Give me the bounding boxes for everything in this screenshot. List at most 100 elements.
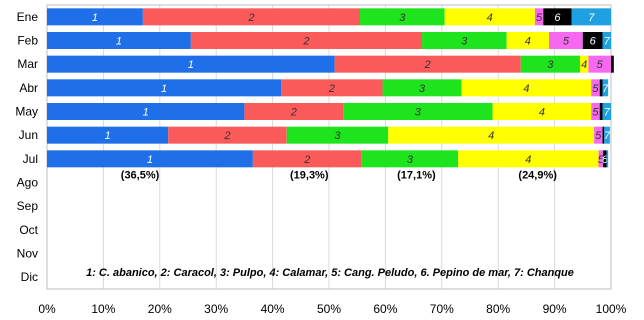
bar-segment-2 — [244, 103, 344, 120]
category-label: Feb — [17, 34, 38, 48]
bar-segment-7 — [606, 150, 609, 168]
bar-segment-5 — [591, 79, 600, 97]
category-label: Mar — [17, 57, 38, 71]
category-label: Dic — [21, 270, 38, 284]
bar-segment-3 — [382, 79, 462, 97]
segment-label: 5 — [598, 154, 605, 166]
bar-segment-4 — [388, 126, 595, 144]
legend-text: 1: C. abanico, 2: Caracol, 3: Pulpo, 4: … — [86, 267, 574, 279]
segment-label: 6 — [602, 154, 609, 166]
segment-label: 4 — [525, 36, 531, 48]
segment-label: 2 — [290, 107, 297, 119]
segment-label: 2 — [223, 130, 230, 142]
x-tick-label: 0% — [38, 302, 56, 316]
x-tick-label: 90% — [543, 302, 567, 316]
segment-label: 4 — [539, 107, 545, 119]
bar-segment-5 — [594, 126, 603, 144]
bar-segment-6 — [599, 79, 603, 97]
segment-label: 5 — [592, 83, 599, 95]
segment-label: 1 — [116, 36, 122, 48]
bar-segment-3 — [360, 8, 445, 26]
segment-label: 4 — [581, 59, 587, 71]
bar-segment-3 — [343, 103, 493, 120]
bars: 1 2 3 4 5 6 71 2 3 4 5 6 71 2 3 4 51 2 3 4 5 71 2 3 4 5 71 2 3 4 5 71 2 3… — [47, 8, 614, 168]
x-tick-label: 10% — [91, 302, 115, 316]
bar-segment-5 — [591, 103, 600, 120]
segment-label: 2 — [328, 83, 335, 95]
category-label: Sep — [17, 199, 39, 213]
bar-segment-5 — [534, 8, 544, 26]
bar-segment-6 — [543, 8, 572, 26]
bar-segment-6 — [582, 32, 603, 49]
segment-label: 4 — [525, 154, 531, 166]
gridlines — [46, 4, 612, 290]
percent-annotation: (36,5%) — [121, 170, 160, 182]
segment-label: 7 — [604, 107, 611, 119]
bar-segment-3 — [422, 32, 507, 49]
x-tick-labels: 0% 10% 20% 30% 40% 50% 60% 70% 80% 90% 100% — [38, 302, 626, 316]
segment-label: 2 — [247, 12, 254, 24]
bar-segment-2 — [190, 32, 423, 49]
x-tick-label: 70% — [430, 302, 454, 316]
category-labels: Ene Feb Mar Abr May Jun Jul Ago Sep Oct Nov Dic — [15, 10, 38, 284]
bar-segment-7 — [604, 126, 610, 144]
segment-label: 6 — [590, 36, 597, 48]
bar-segment-6 — [602, 126, 605, 144]
percent-annotation: (24,9%) — [518, 170, 557, 182]
segment-label: 4 — [487, 12, 493, 24]
x-tick-label: 50% — [317, 302, 341, 316]
bar-segment-2 — [334, 55, 521, 73]
percent-annotation: (19,3%) — [290, 170, 329, 182]
category-label: Ene — [17, 10, 39, 24]
bar-segment-7 — [602, 103, 611, 120]
segment-label: 5 — [597, 59, 604, 71]
segment-label: 3 — [415, 107, 422, 119]
bar-segment-3 — [286, 126, 389, 144]
segment-label: 3 — [399, 12, 406, 24]
segment-label: 2 — [424, 59, 431, 71]
bar-segment-1 — [47, 8, 143, 26]
segment-label: 1 — [143, 107, 149, 119]
x-tick-label: 80% — [486, 302, 510, 316]
bar-segment-6 — [603, 150, 607, 168]
segment-label: 6 — [554, 12, 561, 24]
bar-segment-4 — [506, 32, 549, 49]
segment-label: 7 — [602, 83, 609, 95]
x-tick-label: 100% — [596, 302, 627, 316]
bar-segment-4 — [444, 8, 535, 26]
bar-segment-4 — [461, 79, 592, 97]
category-label: May — [15, 105, 38, 119]
segment-label: 1 — [92, 12, 98, 24]
segment-label: 1 — [147, 154, 153, 166]
bar-segment-5 — [548, 32, 583, 49]
segment-label: 2 — [303, 154, 310, 166]
segment-label: 3 — [547, 59, 554, 71]
annotations: (36,5%) (19,3%) (17,1%) (24,9%) — [121, 170, 557, 182]
segment-label: 5 — [592, 107, 599, 119]
bar-segment-1 — [47, 32, 191, 49]
segment-label: 4 — [523, 83, 529, 95]
bar-segment-5 — [588, 55, 611, 73]
bar-segment-1 — [47, 150, 253, 168]
bar-segment-2 — [281, 79, 383, 97]
percent-annotation: (17,1%) — [397, 170, 436, 182]
bar-segment-1 — [47, 79, 282, 97]
category-label: Jul — [23, 152, 38, 166]
category-label: Jun — [19, 128, 38, 142]
segment-label: 7 — [604, 130, 611, 142]
bar-segment-7 — [602, 79, 609, 97]
category-label: Oct — [19, 223, 38, 237]
x-tick-label: 60% — [373, 302, 397, 316]
bar-segment-2 — [252, 150, 362, 168]
bar-segment-1 — [47, 103, 245, 120]
segment-label: 5 — [536, 12, 543, 24]
bar-segment-2 — [168, 126, 287, 144]
segment-label: 2 — [302, 36, 309, 48]
segment-label: 5 — [563, 36, 570, 48]
bar-segment-2 — [142, 8, 361, 26]
bar-segment-4 — [492, 103, 592, 120]
category-label: Abr — [19, 81, 38, 95]
segment-label: 7 — [588, 12, 595, 24]
bar-segment-3 — [520, 55, 580, 73]
segment-label: 3 — [419, 83, 426, 95]
